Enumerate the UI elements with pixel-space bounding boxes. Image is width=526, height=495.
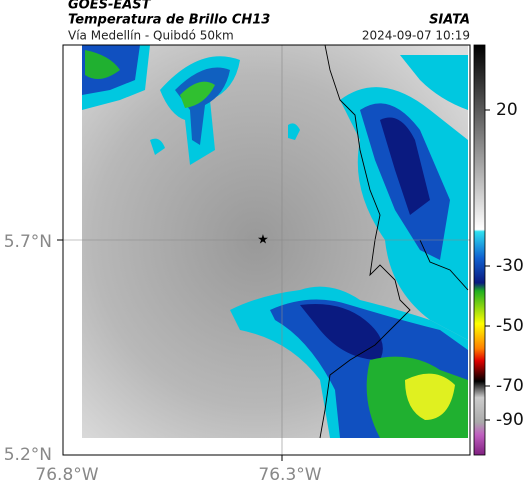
colorbar-labels: 20 -30 -50 -70 -90 (485, 100, 524, 430)
datetime: 2024-09-07 10:19 (362, 29, 470, 43)
lat-label: 5.7°N (4, 232, 52, 252)
lon-label: 76.3°W (258, 465, 321, 485)
satellite-image (82, 45, 468, 438)
product: Temperatura de Brillo CH13 (68, 13, 270, 28)
colorbar-label: -90 (496, 410, 524, 430)
border (419, 239, 469, 291)
colorbar-label: -70 (496, 376, 524, 396)
city-marker: ★ (257, 233, 269, 248)
lat-label: 5.2°N (4, 445, 52, 465)
colorbar (473, 44, 486, 456)
route: Vía Medellín - Quibdó 50km (68, 29, 234, 43)
colorbar-label: -50 (496, 316, 524, 336)
colorbar-label: -30 (496, 256, 524, 276)
map-frame (62, 44, 471, 456)
satellite: GOES-EAST (68, 0, 152, 13)
coastline (319, 44, 411, 439)
lon-label: 76.8°W (35, 465, 98, 485)
colorbar-label: 20 (496, 100, 518, 120)
source: SIATA (429, 13, 470, 28)
